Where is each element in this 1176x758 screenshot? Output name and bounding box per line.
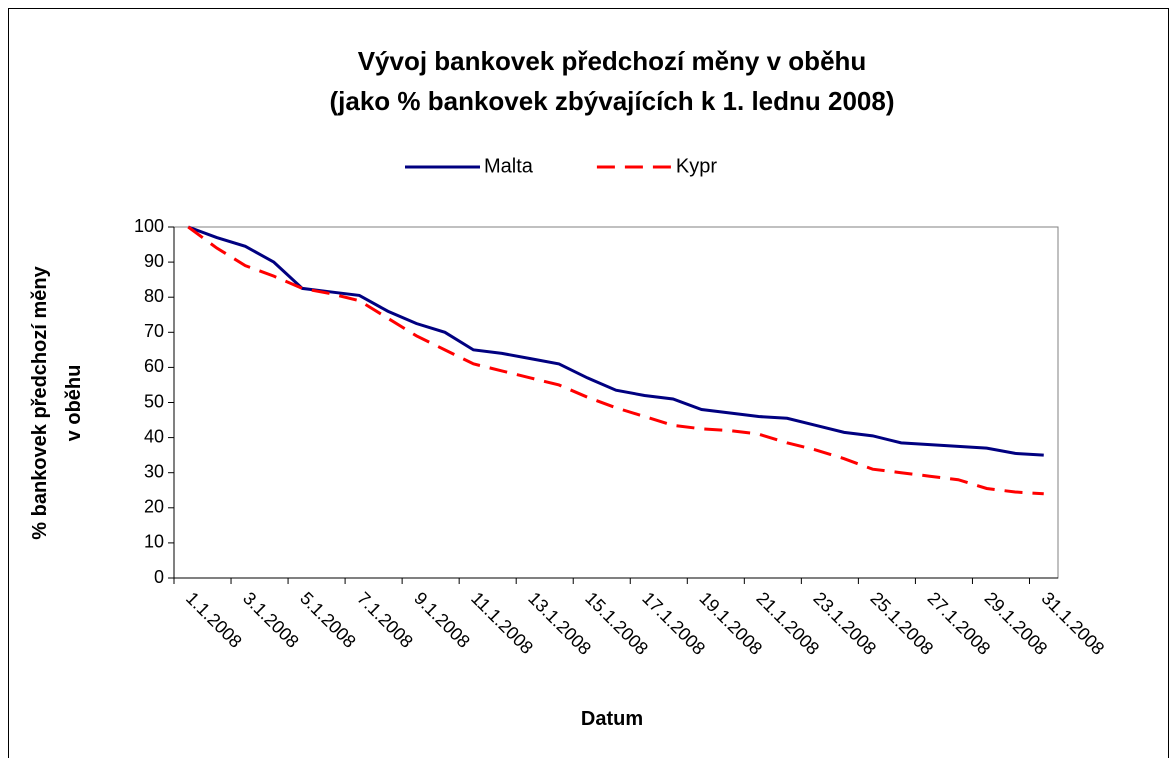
y-tick-label: 80 bbox=[144, 286, 164, 306]
y-tick-label: 0 bbox=[154, 567, 164, 587]
y-tick-label: 40 bbox=[144, 426, 164, 446]
series-line bbox=[187, 225, 1044, 496]
chart-title: (jako % bankovek zbývajících k 1. lednu … bbox=[329, 86, 894, 116]
y-tick-label: 30 bbox=[144, 461, 164, 481]
y-tick-label: 100 bbox=[134, 216, 164, 236]
y-tick-label: 60 bbox=[144, 356, 164, 376]
legend-label: Malta bbox=[484, 155, 534, 177]
y-tick-label: 70 bbox=[144, 321, 164, 341]
y-tick-label: 50 bbox=[144, 391, 164, 411]
y-axis-label: % bankovek předchozí měny bbox=[29, 265, 51, 539]
chart-title: Vývoj bankovek předchozí měny v oběhu bbox=[358, 46, 867, 76]
y-axis-label: v oběhu bbox=[63, 365, 85, 442]
legend-label: Kypr bbox=[676, 155, 717, 177]
series-line bbox=[187, 225, 1044, 457]
y-tick-label: 10 bbox=[144, 532, 164, 552]
y-tick-label: 90 bbox=[144, 251, 164, 271]
x-axis-label: Datum bbox=[581, 708, 643, 730]
y-tick-label: 20 bbox=[144, 497, 164, 517]
plot-area bbox=[173, 226, 1059, 579]
